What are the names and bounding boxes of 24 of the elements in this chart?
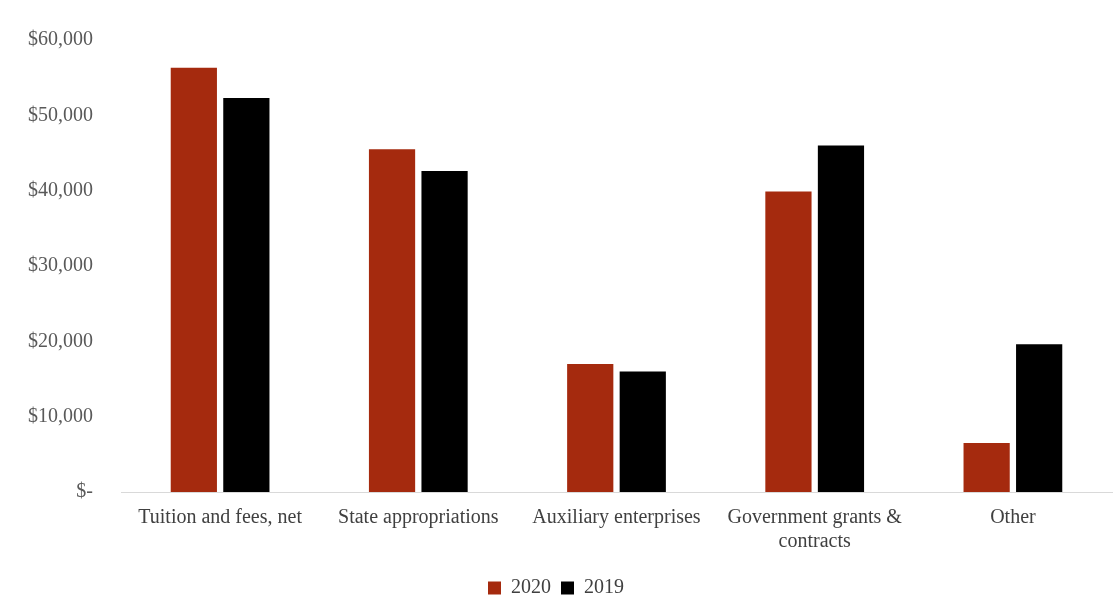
x-tick-label: State appropriations	[338, 505, 499, 529]
bar	[963, 443, 1010, 492]
y-tick-label: $30,000	[28, 253, 93, 276]
x-tick-label: Other	[990, 505, 1036, 528]
bar	[368, 149, 416, 492]
bar	[619, 371, 666, 492]
y-tick-label: $-	[76, 479, 93, 502]
y-tick-label: $40,000	[28, 177, 93, 200]
bar	[567, 363, 614, 492]
bar	[1016, 344, 1063, 492]
y-tick-label: $10,000	[28, 403, 93, 426]
bar	[223, 98, 270, 492]
y-tick-label: $50,000	[28, 102, 93, 125]
x-tick-label: Government grants & contracts	[727, 505, 903, 552]
legend-label: 2020	[511, 575, 551, 598]
bar	[421, 171, 468, 492]
x-tick-label: Auxiliary enterprises	[532, 505, 701, 529]
y-tick-label: $60,000	[28, 27, 93, 50]
x-tick-label: Tuition and fees, net	[138, 505, 303, 528]
bar	[817, 145, 865, 492]
legend-label: 2019	[584, 575, 624, 598]
bar	[765, 191, 812, 492]
y-tick-label: $20,000	[28, 328, 93, 351]
bar	[170, 67, 217, 492]
